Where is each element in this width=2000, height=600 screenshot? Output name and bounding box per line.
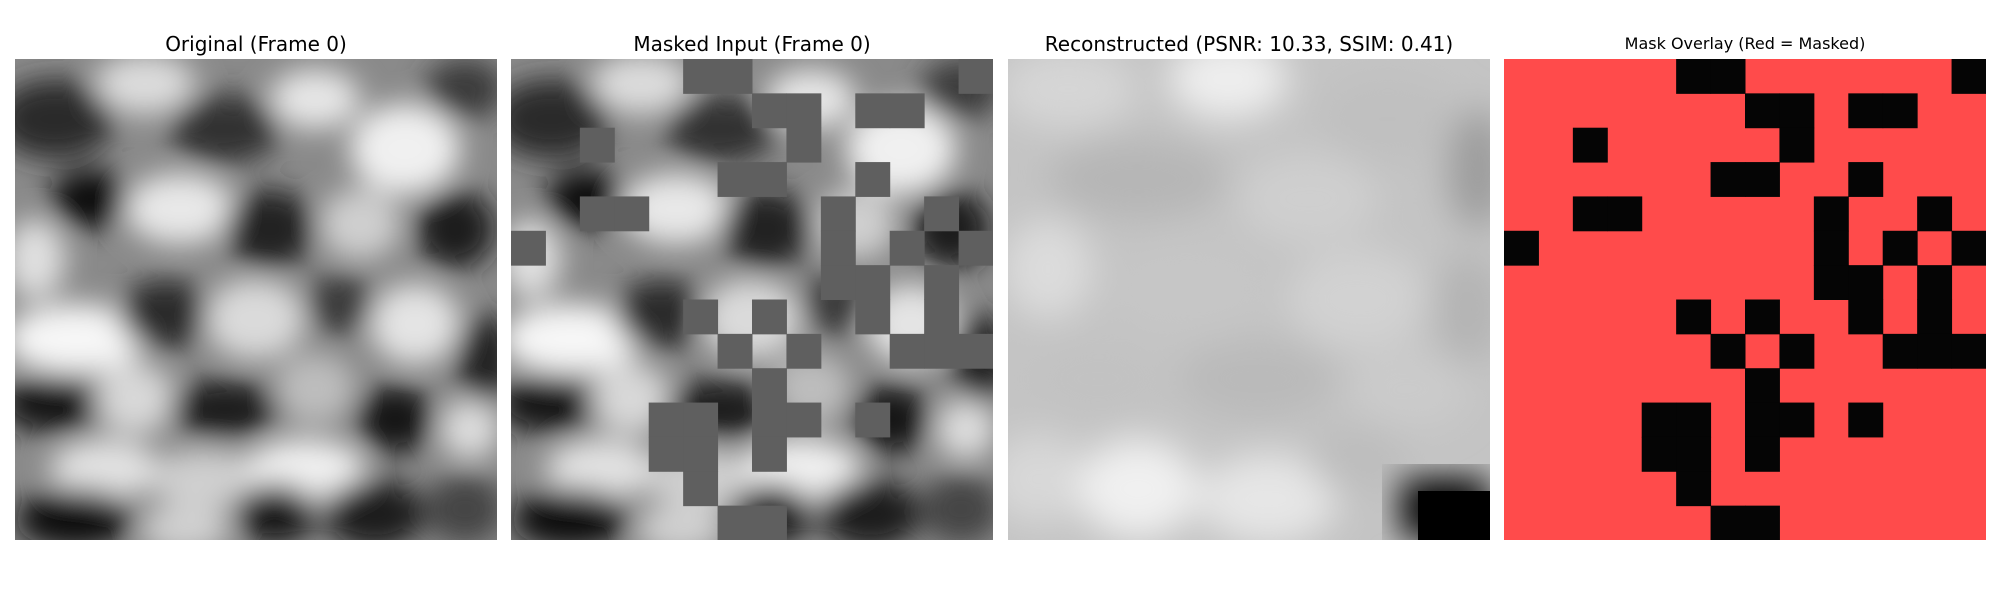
masked-patch xyxy=(786,402,822,438)
masked-input-image xyxy=(511,59,993,540)
overlay-patch xyxy=(1641,402,1677,438)
overlay-patch xyxy=(1745,162,1780,197)
overlay-patch xyxy=(1951,333,1986,369)
masked-patch xyxy=(889,93,925,129)
masked-patch xyxy=(820,265,856,300)
visible-patches xyxy=(1504,59,1986,540)
masked-patch xyxy=(924,196,960,232)
masked-patch xyxy=(855,162,891,197)
masked-patch xyxy=(820,230,856,266)
panel-title-mask-overlay: Mask Overlay (Red = Masked) xyxy=(1624,34,1866,53)
overlay-patch xyxy=(1745,299,1780,335)
overlay-patch xyxy=(1710,162,1746,197)
masked-patch xyxy=(855,402,891,438)
masked-patch xyxy=(683,59,719,94)
masked-patch xyxy=(820,196,856,232)
masked-patch xyxy=(924,333,960,369)
overlay-patch xyxy=(1951,59,1986,94)
overlay-patch xyxy=(1607,196,1643,232)
masked-patch xyxy=(924,299,960,335)
overlay-patch xyxy=(1848,162,1884,197)
masked-patch xyxy=(786,93,822,129)
overlay-patch xyxy=(1779,93,1815,129)
original-image xyxy=(15,59,497,540)
overlay-patch xyxy=(1641,436,1677,472)
masked-patch xyxy=(752,505,787,540)
masked-patch xyxy=(648,402,684,438)
masked-patch xyxy=(855,265,891,300)
overlay-patch xyxy=(1848,265,1884,300)
masked-patch xyxy=(752,436,787,472)
masked-patch xyxy=(579,127,615,163)
overlay-patch xyxy=(1710,505,1746,540)
overlay-patch xyxy=(1779,402,1815,438)
masked-patch xyxy=(752,299,787,335)
overlay-patch xyxy=(1676,471,1712,507)
masked-patch xyxy=(889,333,925,369)
masked-patch xyxy=(511,230,546,266)
overlay-patch xyxy=(1813,196,1849,232)
masked-patch xyxy=(752,162,787,197)
overlay-patch xyxy=(1676,299,1712,335)
masked-patch xyxy=(924,265,960,300)
panel-title-reconstructed: Reconstructed (PSNR: 10.33, SSIM: 0.41) xyxy=(1044,32,1454,56)
overlay-patch xyxy=(1917,333,1953,369)
masked-patch xyxy=(717,59,753,94)
masked-patch xyxy=(579,196,615,232)
overlay-patch xyxy=(1917,196,1953,232)
overlay-patch xyxy=(1710,59,1746,94)
overlay-patch xyxy=(1572,196,1608,232)
masked-patch xyxy=(717,333,753,369)
overlay-patch xyxy=(1882,230,1918,266)
overlay-patch xyxy=(1882,93,1918,129)
overlay-patch xyxy=(1882,333,1918,369)
overlay-patch xyxy=(1676,436,1712,472)
overlay-patch xyxy=(1745,93,1780,129)
masked-patch xyxy=(752,402,787,438)
masked-patches xyxy=(511,59,993,540)
masked-patch xyxy=(958,230,993,266)
masked-patch xyxy=(786,333,822,369)
mask-overlay-image xyxy=(1504,59,1986,540)
masked-patch xyxy=(683,299,719,335)
overlay-patch xyxy=(1917,265,1953,300)
masked-patch xyxy=(683,471,719,507)
overlay-patch xyxy=(1951,230,1986,266)
overlay-patch xyxy=(1504,230,1539,266)
overlay-patch xyxy=(1676,59,1712,94)
masked-patch xyxy=(855,299,891,335)
reconstructed-image xyxy=(1008,59,1490,540)
masked-patch xyxy=(717,162,753,197)
overlay-patch xyxy=(1848,93,1884,129)
overlay-patch xyxy=(1848,402,1884,438)
masked-patch xyxy=(717,505,753,540)
overlay-patch xyxy=(1745,402,1780,438)
overlay-patch xyxy=(1813,265,1849,300)
masked-patch xyxy=(855,93,891,129)
panel-title-masked-input: Masked Input (Frame 0) xyxy=(633,32,871,56)
overlay-patch xyxy=(1745,436,1780,472)
masked-patch xyxy=(683,436,719,472)
overlay-patch xyxy=(1745,505,1780,540)
masked-patch xyxy=(958,59,993,94)
masked-patch xyxy=(683,402,719,438)
masked-patch xyxy=(752,368,787,404)
overlay-patch xyxy=(1779,127,1815,163)
masked-patch xyxy=(648,436,684,472)
overlay-patch xyxy=(1917,299,1953,335)
overlay-patch xyxy=(1676,402,1712,438)
overlay-patch xyxy=(1745,368,1780,404)
masked-patch xyxy=(752,93,787,129)
masked-patch xyxy=(614,196,650,232)
masked-patch xyxy=(786,127,822,163)
panel-title-original: Original (Frame 0) xyxy=(165,32,347,56)
overlay-patch xyxy=(1848,299,1884,335)
overlay-patch xyxy=(1572,127,1608,163)
overlay-patch xyxy=(1779,333,1815,369)
masked-patch xyxy=(958,333,993,369)
masked-patch xyxy=(889,230,925,266)
overlay-patch xyxy=(1710,333,1746,369)
overlay-patch xyxy=(1813,230,1849,266)
